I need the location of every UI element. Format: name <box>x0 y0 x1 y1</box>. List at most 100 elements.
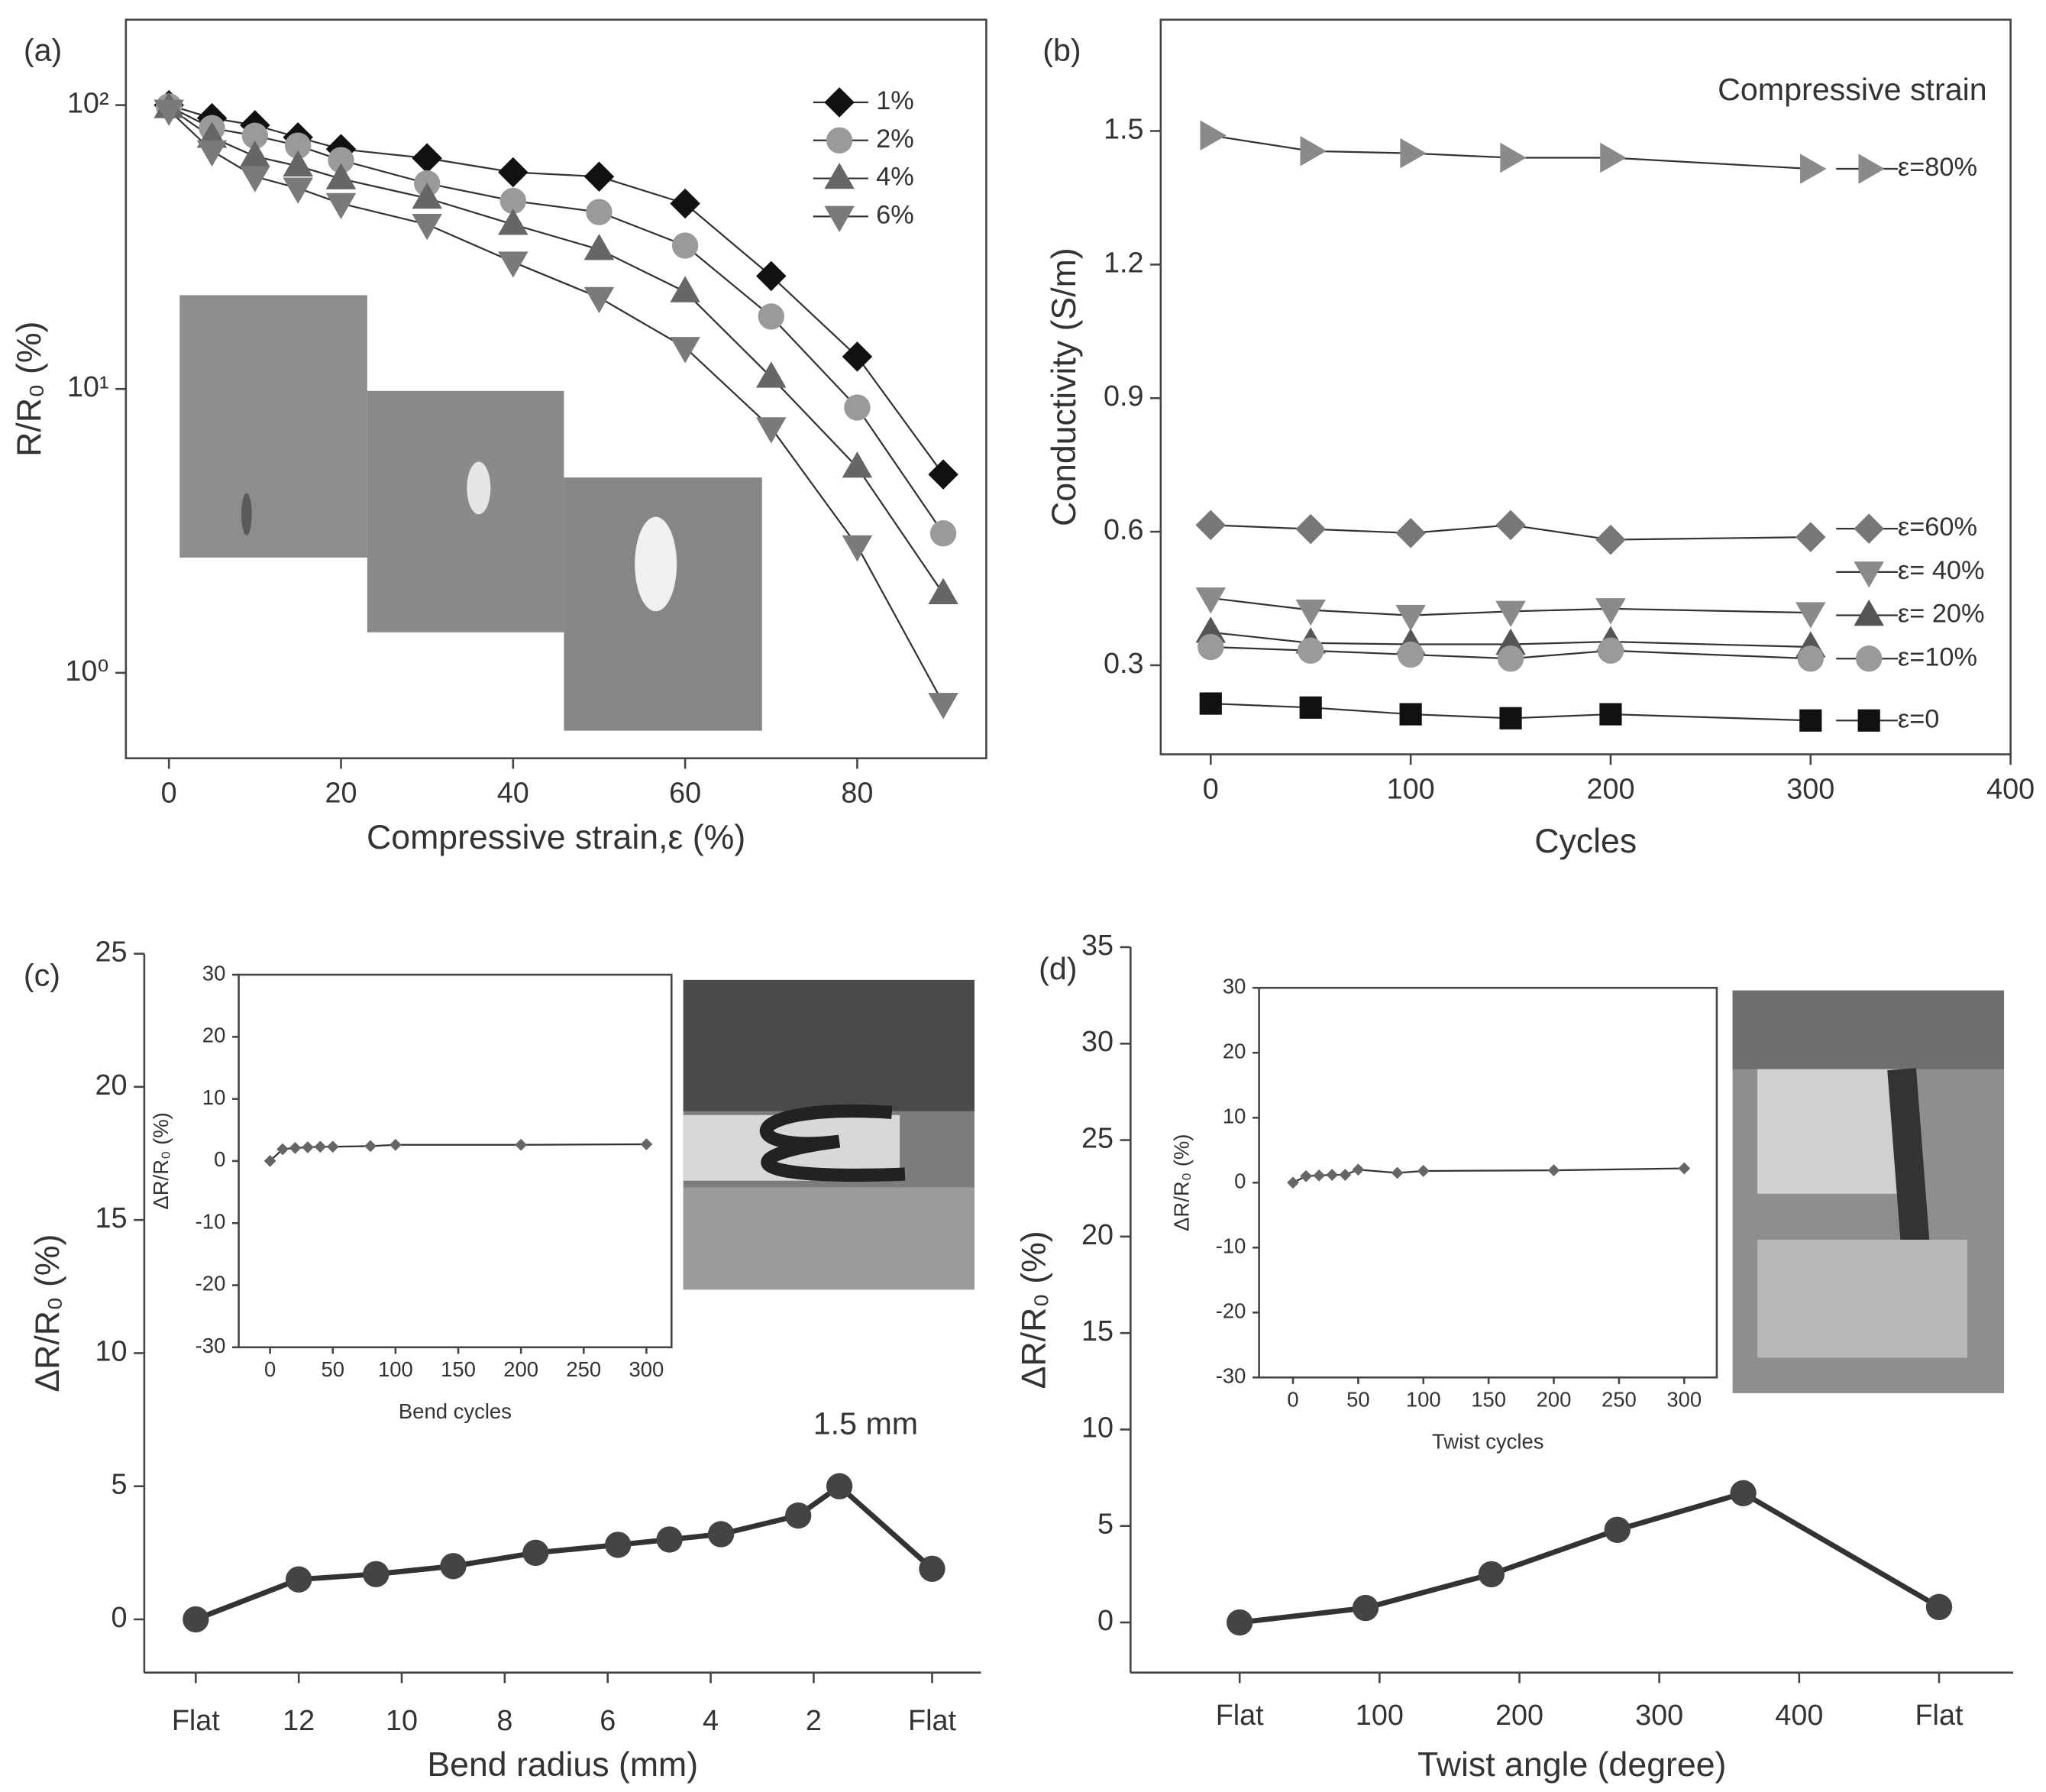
annotation: 1.5 mm <box>813 1406 918 1441</box>
y-tick-label: 20 <box>1081 1219 1114 1251</box>
y-axis-label: ΔR/R₀ (%) <box>29 1234 66 1393</box>
marker <box>363 1561 389 1587</box>
marker <box>1478 1561 1505 1588</box>
marker <box>499 187 526 215</box>
marker <box>1417 1165 1430 1177</box>
y-tick-label: 30 <box>1223 974 1246 998</box>
marker <box>928 459 958 490</box>
y-tick-label: 5 <box>1097 1509 1114 1541</box>
marker <box>756 361 787 388</box>
y-axis-label: R/R₀ (%) <box>11 322 48 457</box>
legend-marker <box>824 205 855 232</box>
y-tick-label: -10 <box>1216 1234 1246 1258</box>
marker <box>440 1553 467 1580</box>
y-tick-label: -30 <box>1216 1364 1246 1388</box>
marker <box>183 1606 209 1633</box>
marker <box>928 577 958 604</box>
x-tick-label: 300 <box>629 1357 664 1381</box>
panel-label: (b) <box>1042 33 1081 68</box>
y-tick-label: 30 <box>202 961 226 985</box>
y-tick-label: -10 <box>196 1209 226 1233</box>
photo-d <box>1732 990 2005 1393</box>
marker <box>1195 587 1227 614</box>
series-line <box>1210 645 1811 660</box>
legend-label: 1% <box>876 86 914 115</box>
y-tick-label: 20 <box>95 1069 128 1101</box>
y-tick-label: 0 <box>1097 1605 1114 1637</box>
marker <box>583 161 615 192</box>
legend-marker <box>1854 513 1884 544</box>
y-tick-label: 10 <box>95 1335 128 1367</box>
photo-group-a <box>179 295 762 731</box>
x-tick-label: 10 <box>386 1705 418 1737</box>
x-tick-label: 8 <box>496 1705 512 1737</box>
series-line <box>1292 1167 1685 1184</box>
marker <box>1495 600 1526 628</box>
y-tick-label: 10 <box>1081 1412 1114 1444</box>
marker <box>1313 1169 1326 1182</box>
y-tick-label: 20 <box>1223 1039 1246 1063</box>
marker <box>756 417 787 444</box>
marker <box>1497 645 1524 672</box>
marker <box>1796 522 1826 552</box>
plot-frame <box>1258 986 1718 1379</box>
x-tick-label: 60 <box>669 778 701 810</box>
photo-detail <box>683 979 975 1111</box>
marker <box>1339 1169 1352 1181</box>
marker <box>1595 524 1626 555</box>
marker <box>844 394 871 421</box>
marker <box>276 1143 289 1156</box>
x-tick-label: 100 <box>378 1357 413 1381</box>
series-line <box>1210 631 1811 649</box>
legend-marker <box>824 87 855 118</box>
x-tick-label: Flat <box>1216 1700 1264 1732</box>
y-tick-label: 1.2 <box>1104 247 1143 279</box>
marker <box>1595 598 1626 625</box>
x-axis-label: Twist cycles <box>1432 1429 1544 1453</box>
x-tick-label: 400 <box>1775 1700 1823 1732</box>
marker <box>1299 696 1322 719</box>
marker <box>1326 1169 1339 1181</box>
photo-detail <box>1757 1239 1967 1358</box>
x-axis-label: Bend cycles <box>399 1399 512 1423</box>
x-tick-label: 400 <box>1986 774 2035 806</box>
marker <box>515 1138 528 1151</box>
y-tick-label: 0.3 <box>1104 648 1143 680</box>
marker <box>1195 616 1227 643</box>
marker <box>583 286 615 314</box>
marker <box>1287 1176 1299 1189</box>
marker <box>758 303 784 330</box>
marker <box>241 122 269 149</box>
marker <box>286 1566 312 1593</box>
marker <box>1604 1516 1631 1543</box>
photo-detail <box>635 516 677 612</box>
x-tick-label: 0 <box>1203 774 1219 806</box>
y-tick-label: 15 <box>95 1202 128 1234</box>
marker <box>586 199 613 225</box>
marker <box>670 276 700 302</box>
y-tick-label: 0 <box>214 1147 225 1171</box>
x-tick-label: 250 <box>566 1357 601 1381</box>
x-tick-label: 300 <box>1786 774 1834 806</box>
marker <box>412 143 442 173</box>
y-tick-label: 10² <box>67 88 109 120</box>
marker <box>498 251 528 278</box>
legend-marker <box>826 127 853 154</box>
marker <box>1730 1480 1757 1506</box>
marker <box>326 1140 339 1153</box>
marker <box>1200 120 1227 151</box>
marker <box>412 214 442 241</box>
marker <box>240 166 270 192</box>
series-line <box>1239 1490 1941 1625</box>
marker <box>640 1138 653 1150</box>
marker <box>196 140 228 167</box>
marker <box>1796 602 1826 629</box>
x-tick-label: 50 <box>1346 1387 1370 1411</box>
photo <box>367 390 564 632</box>
marker <box>328 147 354 173</box>
marker <box>785 1502 812 1529</box>
legend-marker <box>1854 599 1884 626</box>
y-tick-label: -30 <box>196 1334 226 1357</box>
series-line <box>1210 524 1811 541</box>
marker <box>1395 518 1426 548</box>
